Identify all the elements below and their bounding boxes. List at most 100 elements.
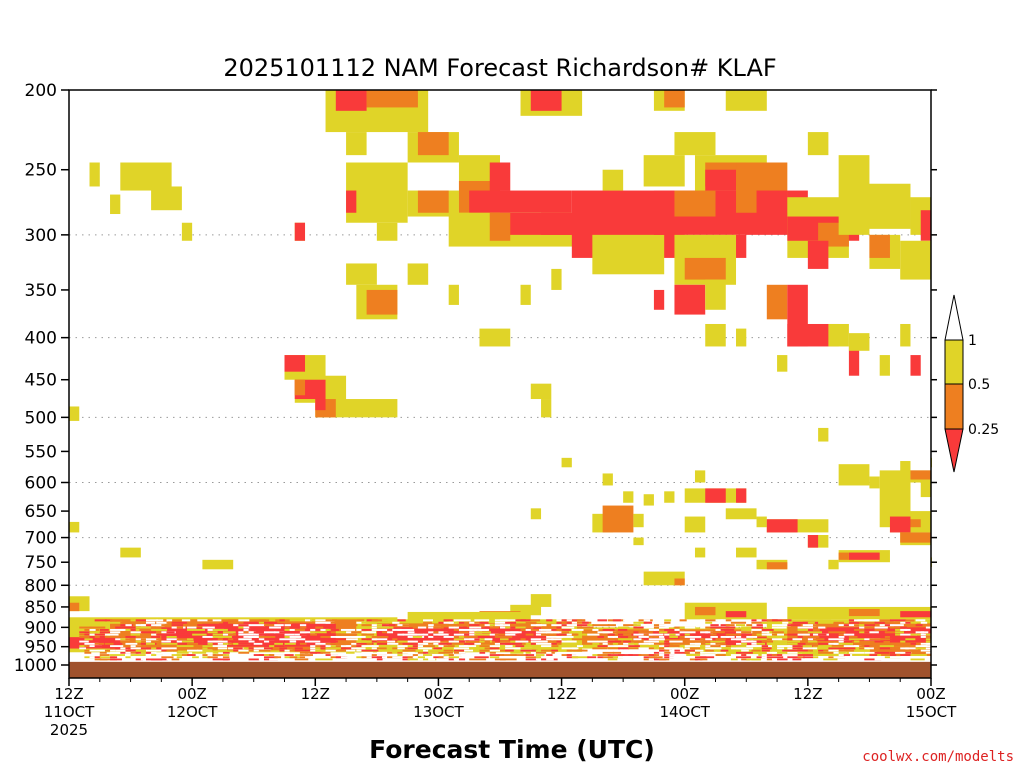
ri-speck-229 bbox=[207, 647, 215, 650]
y-tick-label-700: 700 bbox=[25, 529, 57, 549]
ri-speck-818 bbox=[556, 626, 562, 629]
ri-speck-860 bbox=[576, 624, 591, 627]
ri-speck-117 bbox=[140, 647, 148, 650]
ri-speck-17 bbox=[89, 626, 106, 629]
ri-speck-658 bbox=[458, 640, 465, 643]
ri-speck-83 bbox=[125, 638, 134, 641]
ri-speck-850 bbox=[571, 638, 588, 641]
ri-speck-714 bbox=[494, 621, 511, 624]
ri-speck-197 bbox=[187, 624, 203, 627]
ri-speck-876 bbox=[587, 645, 593, 648]
ri-speck-287 bbox=[243, 628, 251, 631]
ri-speck-1333 bbox=[854, 649, 869, 652]
ri-cell-91 bbox=[69, 406, 80, 421]
ri-speck-457 bbox=[346, 638, 358, 641]
ri-speck-476 bbox=[356, 656, 365, 659]
ri-speck-1330 bbox=[854, 628, 866, 631]
ri-speck-270 bbox=[233, 647, 243, 650]
ri-speck-24 bbox=[89, 656, 99, 659]
ri-speck-1222 bbox=[782, 649, 788, 652]
ri-speck-1086 bbox=[705, 647, 715, 650]
ri-speck-1180 bbox=[761, 631, 770, 634]
ri-speck-101 bbox=[135, 619, 150, 622]
ri-speck-334 bbox=[269, 626, 281, 629]
ri-speck-510 bbox=[376, 633, 386, 636]
ri-speck-1138 bbox=[736, 651, 753, 654]
ri-speck-99 bbox=[130, 654, 146, 656]
ri-speck-1423 bbox=[910, 635, 916, 638]
ri-speck-1308 bbox=[838, 642, 854, 645]
ri-speck-408 bbox=[315, 647, 322, 650]
ri-speck-1120 bbox=[725, 635, 735, 638]
ri-speck-568 bbox=[412, 645, 420, 648]
ri-speck-437 bbox=[330, 645, 341, 648]
ri-cell-121 bbox=[900, 532, 931, 543]
ri-speck-1327 bbox=[848, 658, 859, 661]
ri-speck-1032 bbox=[674, 628, 685, 631]
ri-speck-338 bbox=[269, 658, 286, 661]
ri-speck-626 bbox=[443, 640, 453, 643]
ri-speck-448 bbox=[340, 633, 358, 636]
ri-speck-1078 bbox=[705, 621, 713, 624]
ri-speck-1350 bbox=[864, 645, 873, 648]
ri-speck-758 bbox=[520, 638, 526, 641]
ri-speck-664 bbox=[464, 633, 472, 636]
ri-speck-947 bbox=[628, 654, 642, 656]
ri-speck-54 bbox=[110, 645, 124, 648]
ri-speck-919 bbox=[612, 631, 628, 634]
ri-speck-712 bbox=[489, 656, 500, 659]
ri-speck-405 bbox=[315, 628, 323, 631]
ri-speck-1426 bbox=[910, 654, 927, 656]
ri-speck-1087 bbox=[705, 649, 714, 652]
ri-speck-1420 bbox=[910, 621, 917, 624]
ri-cell-169 bbox=[869, 646, 931, 656]
ri-speck-285 bbox=[243, 621, 257, 624]
ri-speck-1288 bbox=[823, 635, 829, 638]
ri-speck-306 bbox=[253, 642, 263, 645]
ri-speck-1088 bbox=[705, 654, 715, 656]
ri-speck-1179 bbox=[761, 628, 774, 631]
ri-speck-957 bbox=[638, 631, 653, 634]
ri-cell-89 bbox=[530, 383, 552, 400]
ri-cell-107 bbox=[736, 488, 747, 503]
y-tick-label-200: 200 bbox=[25, 81, 57, 101]
ri-speck-617 bbox=[438, 642, 452, 645]
ri-speck-1223 bbox=[782, 654, 798, 656]
ri-speck-1378 bbox=[884, 621, 894, 624]
ri-speck-1406 bbox=[900, 640, 906, 643]
ri-speck-765 bbox=[525, 638, 536, 641]
ri-speck-407 bbox=[315, 645, 321, 648]
ri-speck-760 bbox=[520, 649, 538, 652]
ri-speck-1375 bbox=[879, 645, 894, 648]
ri-speck-934 bbox=[618, 658, 632, 661]
ri-speck-872 bbox=[587, 624, 595, 627]
credit-link[interactable]: coolwx.com/modelts bbox=[862, 749, 1014, 765]
ri-speck-1160 bbox=[751, 621, 768, 624]
ri-cell-35 bbox=[674, 190, 716, 217]
ri-speck-991 bbox=[653, 654, 660, 656]
ri-speck-74 bbox=[120, 633, 129, 636]
ri-speck-629 bbox=[443, 649, 454, 652]
ri-cell-1 bbox=[366, 90, 418, 108]
x-tick-label-12-0: 00Z bbox=[177, 685, 206, 703]
ri-speck-697 bbox=[479, 651, 486, 654]
ri-speck-681 bbox=[469, 658, 487, 661]
ri-speck-474 bbox=[356, 645, 363, 648]
ri-speck-378 bbox=[294, 654, 304, 656]
ri-cell-142 bbox=[69, 602, 80, 612]
ri-cell-152 bbox=[900, 611, 931, 618]
ri-speck-940 bbox=[623, 647, 630, 650]
ri-speck-1267 bbox=[807, 654, 814, 656]
ri-speck-595 bbox=[428, 628, 439, 631]
ri-speck-1229 bbox=[787, 642, 799, 645]
ri-cell-69 bbox=[705, 323, 726, 347]
colorbar-legend: 1 0.5 0.25 bbox=[944, 294, 999, 473]
ri-speck-1143 bbox=[741, 633, 752, 636]
ri-speck-1270 bbox=[812, 628, 820, 631]
ri-speck-880 bbox=[592, 624, 610, 627]
ri-speck-1388 bbox=[889, 626, 904, 629]
ri-speck-11 bbox=[84, 642, 99, 645]
ri-speck-767 bbox=[525, 651, 532, 654]
ri-speck-794 bbox=[541, 645, 553, 648]
ri-speck-634 bbox=[448, 626, 455, 629]
